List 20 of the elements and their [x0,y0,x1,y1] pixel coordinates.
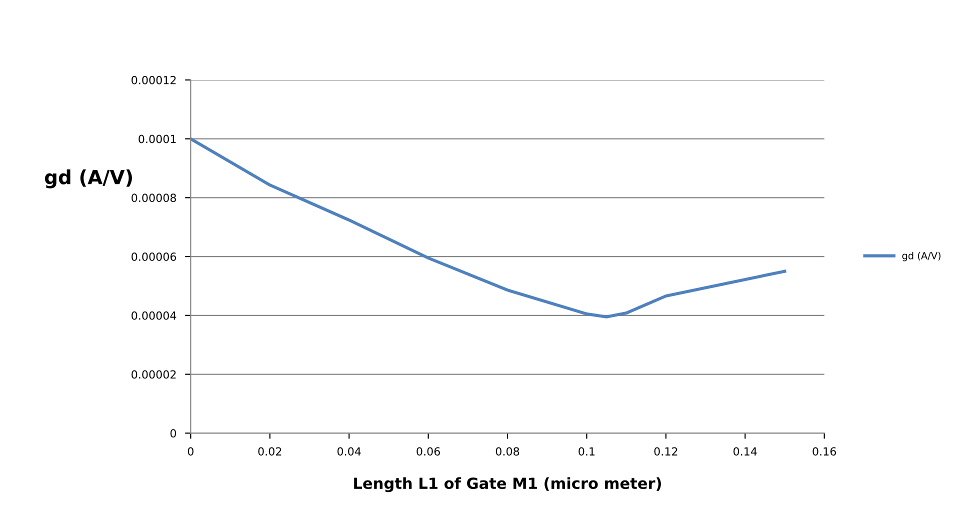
x-tick-label: 0.04 [337,447,361,456]
y-axis-title: gd (A/V) [44,169,132,188]
y-tick-label: 0.00012 [132,76,176,84]
legend-label: gd (A/V) [902,252,940,262]
x-tick-label: 0.06 [416,447,440,456]
y-tick-label: 0 [170,429,176,438]
x-tick-label: 0.02 [258,447,282,456]
y-tick-label: 0.00004 [132,311,176,320]
x-tick-label: 0.12 [654,447,678,456]
x-tick-label: 0.16 [812,447,836,456]
x-tick-label: 0 [188,447,194,456]
x-tick-label: 0.08 [496,447,520,456]
y-tick-label: 0.00008 [132,194,176,202]
x-axis-title: Length L1 of Gate M1 (micro meter) [354,477,661,492]
x-tick-label: 0.1 [578,447,595,456]
line-series [190,137,786,318]
y-tick-label: 0.00002 [132,370,176,379]
x-tick-label: 0.14 [733,447,757,456]
y-tick-label: 0.0001 [138,134,176,144]
y-tick-label: 0.00006 [132,252,176,261]
